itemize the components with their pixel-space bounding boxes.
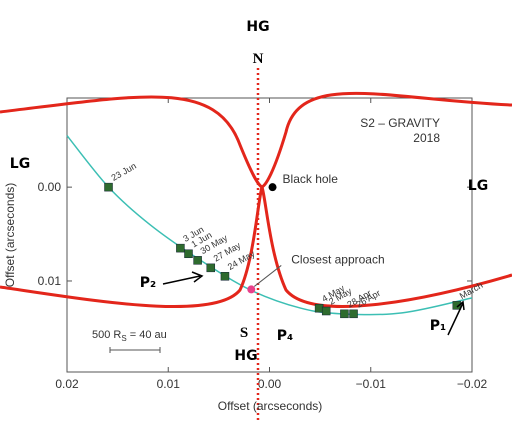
x-tick-label: 0.02 <box>55 377 79 391</box>
data-point <box>184 249 193 259</box>
scale-bar <box>109 347 161 353</box>
data-point <box>206 263 216 273</box>
p2-label: P₂ <box>140 275 156 291</box>
chart-subtitle: 2018 <box>413 131 440 145</box>
leader-line <box>253 265 282 287</box>
y-tick-label: 0.00 <box>38 180 62 194</box>
lg-curve <box>0 91 512 308</box>
marker-label: Black hole <box>283 172 339 186</box>
point-label: 23 Jun <box>110 161 138 183</box>
data-point <box>220 272 230 281</box>
y-axis-title: Offset (arcseconds) <box>3 183 17 287</box>
lg-label: LG <box>10 156 30 172</box>
scale-text: 500 R <box>92 329 121 341</box>
scale-bar-label: 500 RS = 40 au <box>92 329 167 343</box>
p4-label: P₄ <box>277 328 293 344</box>
data-point <box>314 303 324 313</box>
marker <box>247 285 256 294</box>
hg-label: HG <box>246 19 269 35</box>
arrow <box>162 271 204 285</box>
data-point <box>176 243 185 253</box>
x-tick-label: 0.00 <box>258 377 282 391</box>
data-point <box>340 309 349 319</box>
scale-text: = 40 au <box>127 329 167 341</box>
chart-title: S2 – GRAVITY <box>360 116 440 130</box>
s-label: S <box>240 325 248 341</box>
marker-label: Closest approach <box>291 252 384 266</box>
x-tick-label: 0.01 <box>157 377 181 391</box>
data-point <box>321 306 331 316</box>
arrow <box>447 300 465 336</box>
data-point <box>349 309 358 319</box>
x-tick-label: −0.02 <box>457 377 488 391</box>
marker <box>268 183 277 192</box>
y-tick-label: 0.01 <box>38 274 62 288</box>
hg-label: HG <box>234 348 257 364</box>
n-label: N <box>253 51 264 67</box>
x-tick-label: −0.01 <box>356 377 387 391</box>
data-point <box>104 182 113 192</box>
x-axis-title: Offset (arcseconds) <box>218 399 322 413</box>
lg-label: LG <box>468 178 488 194</box>
data-point <box>193 256 202 265</box>
scale-text: S <box>121 334 126 343</box>
p1-label: P₁ <box>430 318 446 334</box>
data-point <box>452 301 462 310</box>
